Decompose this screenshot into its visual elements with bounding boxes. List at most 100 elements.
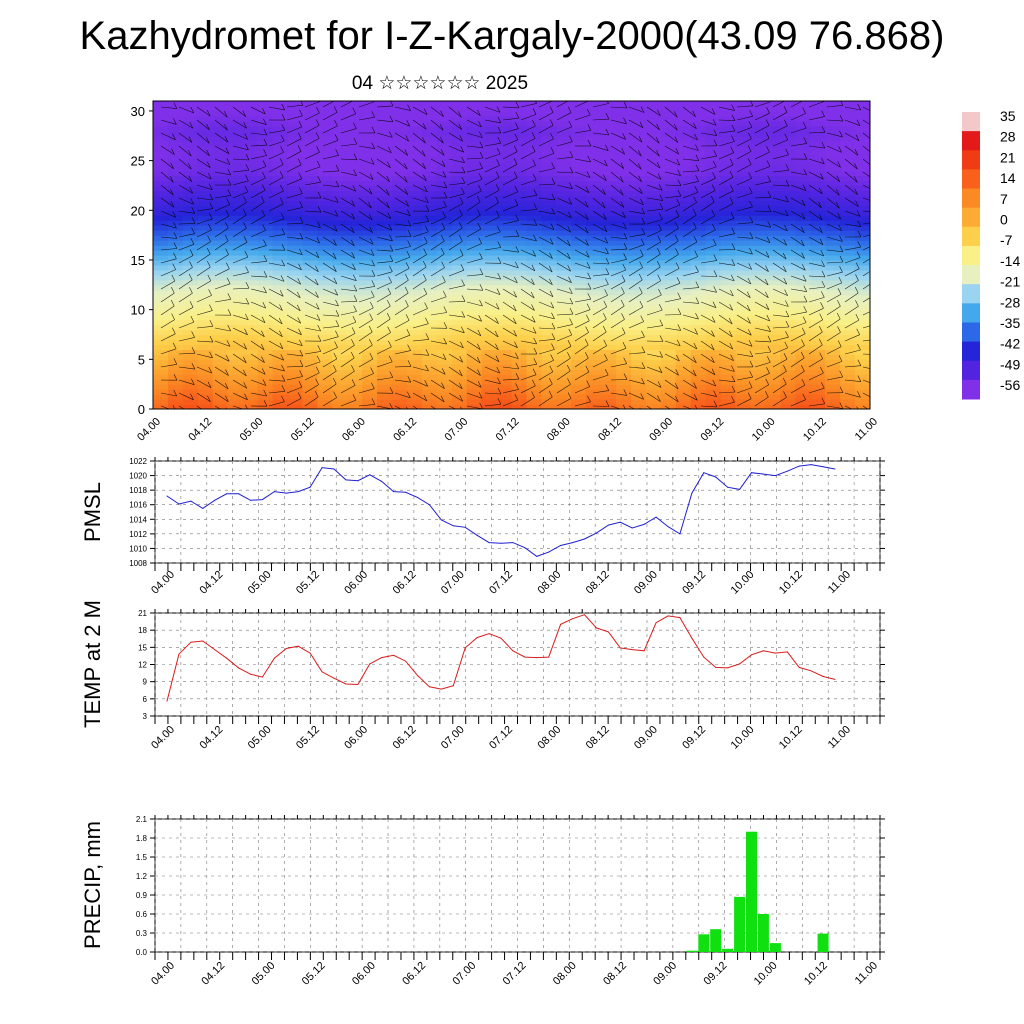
wind-barb	[322, 370, 337, 381]
heatmap-cell	[332, 334, 348, 341]
wind-barb-flag	[693, 122, 697, 129]
wind-barb-flag	[332, 377, 337, 385]
heatmap-cell	[362, 389, 378, 395]
heatmap-cell	[272, 299, 289, 306]
wind-barb	[682, 301, 699, 304]
heatmap-cell	[287, 205, 303, 211]
heatmap-cell	[377, 269, 393, 276]
wind-barb-flag	[656, 123, 660, 131]
heatmap-cell	[735, 210, 752, 216]
heatmap-cell	[765, 334, 781, 341]
heatmap-cell	[780, 101, 796, 107]
wind-barb	[628, 279, 643, 290]
heatmap-cell	[810, 334, 826, 341]
wind-barb	[682, 119, 697, 129]
wind-barb-flag	[785, 300, 789, 307]
heatmap-cell	[825, 195, 841, 201]
heatmap-cell	[645, 339, 662, 346]
wind-barb-flag	[587, 155, 591, 163]
heatmap-cell	[631, 364, 647, 370]
heatmap-cell	[287, 354, 303, 360]
wind-barb	[376, 261, 393, 264]
wind-barb-flag	[333, 106, 338, 113]
heatmap-cell	[511, 294, 528, 301]
heatmap-cell	[392, 225, 408, 231]
wind-barb-flag	[585, 213, 589, 220]
wind-barb-flag	[317, 324, 321, 332]
wind-barb	[322, 262, 337, 273]
heatmap-cell	[660, 200, 677, 206]
heatmap-cell	[750, 284, 767, 291]
heatmap-cell	[571, 230, 587, 236]
heatmap-cell	[511, 210, 528, 216]
wind-barb-flag	[622, 342, 627, 349]
heatmap-cell	[212, 185, 229, 192]
heatmap-cell	[362, 279, 378, 286]
y-tick-label: 1018	[129, 486, 147, 495]
heatmap-cell	[631, 304, 647, 311]
heatmap-cell	[466, 195, 483, 201]
heatmap-cell	[197, 120, 214, 127]
wind-barb	[628, 306, 644, 316]
heatmap-cell	[601, 264, 617, 271]
heatmap-cell	[511, 379, 528, 385]
heatmap-cell	[377, 125, 393, 132]
heatmap-cell	[631, 180, 647, 187]
heatmap-cell	[392, 245, 408, 251]
wind-barb-flag	[424, 185, 428, 193]
heatmap-cell	[690, 115, 707, 122]
heatmap-cell	[496, 190, 513, 196]
wind-barb	[376, 332, 391, 342]
heatmap-cell	[421, 245, 438, 251]
heatmap-cell	[392, 115, 408, 122]
heatmap-cell	[645, 105, 662, 112]
wind-barb	[250, 166, 267, 173]
wind-barb	[466, 301, 483, 307]
heatmap-cell	[272, 105, 289, 112]
heatmap-cell	[317, 210, 333, 216]
heatmap-cell	[660, 269, 677, 276]
heatmap-cell	[377, 329, 393, 336]
heatmap-cell	[257, 384, 274, 390]
heatmap-cell	[257, 354, 274, 360]
heatmap-cell	[197, 399, 214, 405]
wind-barb-flag	[819, 187, 823, 195]
wind-barb-flag	[389, 387, 394, 394]
heatmap-cell	[586, 220, 602, 226]
wind-barb-flag	[749, 216, 754, 223]
heatmap-cell	[616, 235, 632, 241]
wind-barb	[610, 210, 626, 218]
heatmap-cell	[481, 404, 498, 409]
heatmap-cell	[451, 205, 468, 211]
heatmap-cell	[392, 269, 408, 276]
heatmap-cell	[556, 294, 572, 301]
x-tick-label: 06.00	[340, 416, 368, 444]
wind-barb-flag	[676, 198, 681, 206]
wind-barb	[592, 306, 607, 316]
wind-barb	[772, 358, 788, 368]
heatmap-cell	[631, 384, 647, 390]
wind-barb-flag	[172, 263, 176, 270]
wind-barb-flag	[242, 208, 247, 216]
heatmap-cell	[541, 384, 557, 390]
heatmap-cell	[242, 349, 259, 355]
wind-barb-flag	[171, 148, 175, 155]
wind-barb	[358, 331, 373, 342]
wind-barb	[376, 346, 392, 355]
heatmap-cell	[436, 150, 453, 157]
wind-barb	[160, 119, 177, 125]
wind-barb	[286, 398, 302, 407]
wind-barb	[448, 215, 463, 225]
heatmap-cell	[377, 230, 393, 236]
heatmap-cell	[645, 359, 662, 365]
wind-barb-flag	[459, 135, 463, 142]
heatmap-cell	[377, 324, 393, 331]
heatmap-cell	[571, 195, 587, 201]
wind-barb-flag	[245, 143, 249, 151]
heatmap-cell	[586, 369, 602, 375]
heatmap-cell	[362, 185, 378, 192]
heatmap-cell	[780, 175, 796, 182]
heatmap-cell	[705, 125, 722, 132]
heatmap-cell	[317, 180, 333, 187]
heatmap-cell	[167, 304, 184, 311]
